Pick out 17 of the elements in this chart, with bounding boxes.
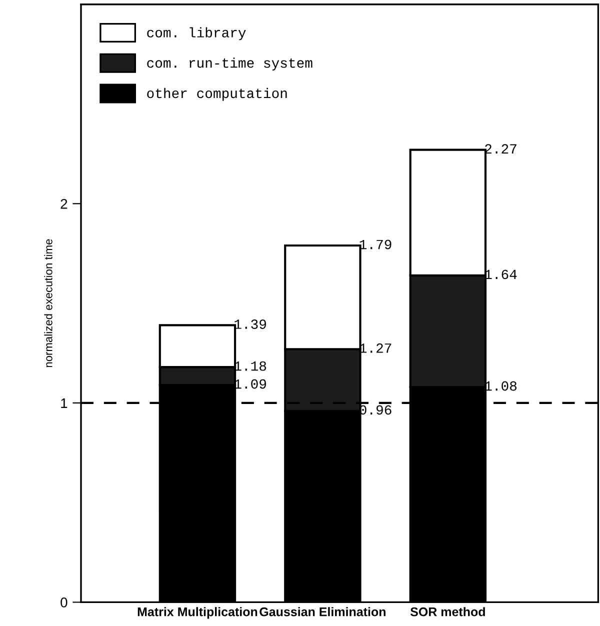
legend-label: com. library — [147, 27, 246, 40]
y-tick-label: 0 — [60, 598, 68, 608]
annotation: 1.08 — [485, 381, 517, 391]
y-tick-label: 1 — [61, 398, 68, 408]
y-tick-label: 2 — [60, 198, 68, 209]
legend-label: other computation — [147, 88, 287, 101]
x-tick-label: Matrix Multiplication — [138, 607, 258, 619]
legend-label: com. run-time system — [147, 58, 312, 71]
annotation: 1.79 — [360, 240, 392, 250]
annotation: 1.09 — [234, 379, 266, 389]
annotation: 1.18 — [234, 361, 266, 371]
y-axis-title: normalized execution time — [44, 239, 52, 368]
annotation: 1.64 — [485, 270, 517, 280]
x-tick-label: Gaussian Elimination — [260, 607, 386, 616]
annotation: 2.27 — [485, 144, 516, 154]
x-tick-label: SOR method — [410, 607, 485, 616]
annotation: 1.39 — [234, 320, 266, 329]
